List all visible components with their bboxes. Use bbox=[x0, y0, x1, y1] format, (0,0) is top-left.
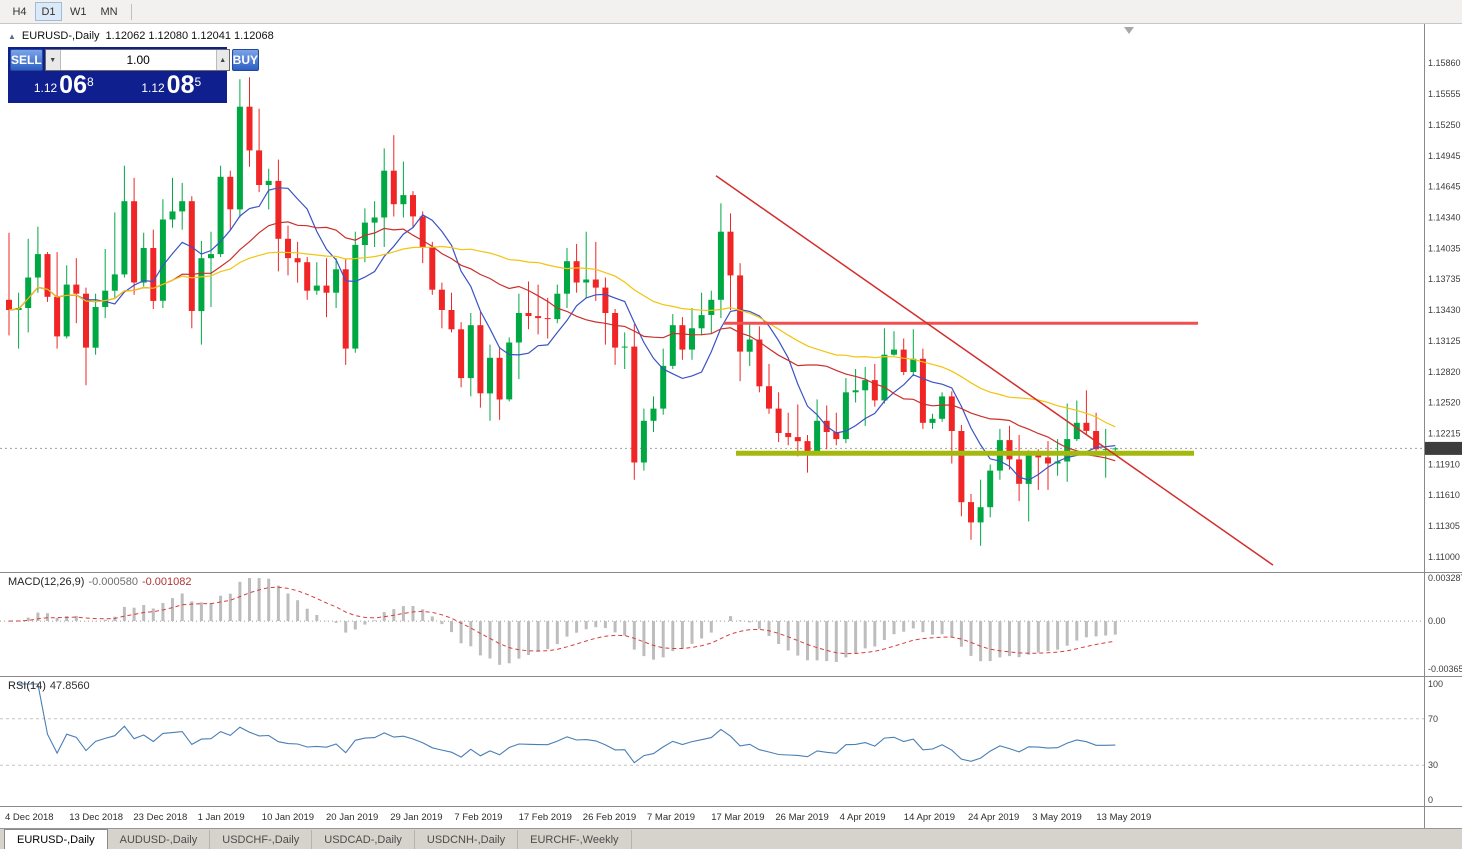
date-label: 14 Apr 2019 bbox=[903, 812, 956, 823]
axis-separator bbox=[1424, 807, 1425, 829]
svg-text:1.13430: 1.13430 bbox=[1428, 305, 1461, 315]
svg-text:1.14340: 1.14340 bbox=[1428, 213, 1461, 223]
volume-dropdown-icon[interactable]: ▼ bbox=[45, 50, 61, 70]
date-label: 26 Mar 2019 bbox=[775, 812, 829, 823]
main-chart-panel: 1.15860 1.15555 1.15250 1.14945 1.14645 1.143… bbox=[0, 24, 1462, 572]
chart-ohlc-values: 1.12062 1.12080 1.12041 1.12068 bbox=[105, 30, 274, 42]
svg-text:1.15250: 1.15250 bbox=[1428, 120, 1461, 130]
svg-text:1.11610: 1.11610 bbox=[1428, 490, 1460, 500]
tab-eurchf-weekly[interactable]: EURCHF-,Weekly bbox=[518, 830, 632, 849]
svg-text:0.00: 0.00 bbox=[1428, 616, 1446, 626]
svg-text:1.11000: 1.11000 bbox=[1428, 552, 1460, 562]
chart-symbol: EURUSD-,Daily bbox=[21, 30, 100, 42]
timeframe-toolbar: H4 D1 W1 MN bbox=[0, 0, 1462, 24]
tf-button-d1[interactable]: D1 bbox=[35, 2, 62, 21]
date-label: 29 Jan 2019 bbox=[390, 812, 443, 823]
collapse-arrow-icon[interactable]: ▲ bbox=[8, 31, 16, 41]
buy-button[interactable]: BUY bbox=[231, 49, 260, 71]
date-label: 17 Mar 2019 bbox=[711, 812, 765, 823]
svg-text:-0.003655: -0.003655 bbox=[1428, 664, 1462, 674]
rsi-canvas[interactable]: 100 70 30 0 bbox=[0, 676, 1462, 806]
tab-usdcad-daily[interactable]: USDCAD-,Daily bbox=[312, 830, 415, 849]
svg-text:0: 0 bbox=[1428, 795, 1433, 805]
tf-button-h4[interactable]: H4 bbox=[6, 2, 33, 21]
one-click-trading-panel: SELL ▼ ▲ BUY 1.12 06 8 bbox=[8, 47, 260, 103]
macd-canvas[interactable]: 0.003287 0.00 -0.003655 bbox=[0, 572, 1462, 676]
rsi-label: RSI(14) 47.8560 bbox=[8, 680, 90, 692]
tf-button-mn[interactable]: MN bbox=[95, 2, 124, 21]
buy-price-big-digits: 08 bbox=[166, 71, 195, 99]
date-label: 3 May 2019 bbox=[1032, 812, 1082, 823]
date-label: 17 Feb 2019 bbox=[518, 812, 572, 823]
svg-text:1.11305: 1.11305 bbox=[1428, 521, 1460, 531]
svg-text:30: 30 bbox=[1428, 760, 1438, 770]
date-label: 23 Dec 2018 bbox=[133, 812, 188, 823]
macd-main-value: -0.000580 bbox=[88, 576, 138, 588]
date-label: 4 Apr 2019 bbox=[839, 812, 886, 823]
svg-text:1.13125: 1.13125 bbox=[1428, 336, 1461, 346]
sell-price-display: 1.12 06 8 bbox=[32, 73, 96, 101]
buy-price-pip-digit: 5 bbox=[194, 75, 202, 89]
svg-text:1.13735: 1.13735 bbox=[1428, 274, 1461, 284]
sell-price-pip-digit: 8 bbox=[86, 75, 94, 89]
svg-text:1.15860: 1.15860 bbox=[1428, 58, 1461, 68]
rsi-panel: 100 70 30 0 RSI(14) 47.8560 bbox=[0, 676, 1462, 806]
date-axis[interactable]: 4 Dec 2018 13 Dec 2018 23 Dec 2018 1 Jan 20… bbox=[0, 806, 1462, 829]
sell-price-big-digits: 06 bbox=[59, 71, 87, 99]
rsi-name: RSI(14) bbox=[8, 680, 46, 692]
buy-price-prefix: 1.12 bbox=[141, 80, 165, 95]
tab-usdchf-daily[interactable]: USDCHF-,Daily bbox=[210, 830, 313, 849]
date-label: 26 Feb 2019 bbox=[582, 812, 637, 823]
svg-text:1.15555: 1.15555 bbox=[1428, 89, 1461, 99]
macd-name: MACD(12,26,9) bbox=[8, 576, 85, 588]
date-label: 10 Jan 2019 bbox=[261, 812, 315, 823]
date-label: 20 Jan 2019 bbox=[326, 812, 379, 823]
date-label: 7 Mar 2019 bbox=[647, 812, 696, 823]
date-label: 4 Dec 2018 bbox=[5, 812, 54, 823]
symbol-tab-bar: EURUSD-,Daily AUDUSD-,Daily USDCHF-,Dail… bbox=[0, 828, 1462, 849]
svg-text:1.12520: 1.12520 bbox=[1428, 398, 1461, 408]
tab-eurusd-daily[interactable]: EURUSD-,Daily bbox=[4, 829, 108, 849]
svg-text:100: 100 bbox=[1428, 679, 1443, 689]
macd-signal-value: -0.001082 bbox=[141, 576, 192, 588]
date-label: 1 Jan 2019 bbox=[197, 812, 245, 823]
toolbar-separator bbox=[130, 3, 132, 20]
tab-audusd-daily[interactable]: AUDUSD-,Daily bbox=[108, 830, 211, 849]
volume-control: ▼ ▲ bbox=[44, 49, 230, 71]
tab-usdcnh-daily[interactable]: USDCNH-,Daily bbox=[415, 830, 519, 849]
sell-button[interactable]: SELL bbox=[10, 49, 43, 71]
main-chart-canvas[interactable]: 1.15860 1.15555 1.15250 1.14945 1.14645 1.143… bbox=[0, 24, 1462, 572]
volume-input[interactable] bbox=[60, 50, 216, 70]
date-label: 13 Dec 2018 bbox=[69, 812, 124, 823]
date-label: 13 May 2019 bbox=[1096, 812, 1152, 823]
macd-label: MACD(12,26,9) -0.000580 -0.001082 bbox=[8, 576, 192, 588]
chart-title: ▲ EURUSD-,Daily 1.12062 1.12080 1.12041 … bbox=[8, 30, 274, 42]
svg-text:1.12820: 1.12820 bbox=[1428, 367, 1461, 377]
svg-text:1.12215: 1.12215 bbox=[1428, 429, 1461, 439]
volume-spin-up-icon[interactable]: ▲ bbox=[215, 50, 229, 70]
svg-text:1.14035: 1.14035 bbox=[1428, 244, 1461, 254]
buy-price-display: 1.12 08 5 bbox=[139, 73, 203, 101]
date-label: 7 Feb 2019 bbox=[454, 812, 503, 823]
rsi-value: 47.8560 bbox=[49, 680, 90, 692]
svg-text:1.14945: 1.14945 bbox=[1428, 151, 1461, 161]
sell-price-prefix: 1.12 bbox=[33, 80, 58, 95]
date-label: 24 Apr 2019 bbox=[968, 812, 1020, 823]
svg-text:1.14645: 1.14645 bbox=[1428, 182, 1461, 192]
svg-text:0.003287: 0.003287 bbox=[1428, 573, 1462, 583]
svg-text:70: 70 bbox=[1428, 714, 1438, 724]
tf-button-w1[interactable]: W1 bbox=[64, 2, 93, 21]
svg-text:1.11910: 1.11910 bbox=[1428, 460, 1460, 470]
svg-text:1.12068: 1.12068 bbox=[1428, 444, 1461, 454]
